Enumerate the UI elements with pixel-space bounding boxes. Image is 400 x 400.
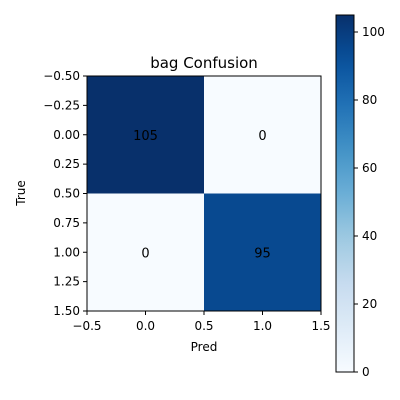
colorbar: 0 20 40 60 80 100 — [335, 14, 385, 379]
x-tick-label: 0.0 — [136, 319, 155, 333]
y-tick-label: 1.00 — [53, 245, 80, 259]
x-axis-label: Pred — [191, 340, 218, 354]
heatmap-cell-1-0 — [87, 193, 204, 311]
colorbar-tick-label: 0 — [362, 365, 370, 379]
y-tick-label: 0.75 — [53, 216, 80, 230]
cell-value-label-0-1: 0 — [258, 129, 266, 144]
y-tick-label: 1.25 — [53, 275, 80, 289]
heatmap-cells: 105 0 0 95 — [87, 76, 321, 311]
y-tick-label: 0.50 — [53, 187, 80, 201]
cell-value-label-1-1: 95 — [254, 246, 271, 261]
heatmap-axes: −0.5 0.0 0.5 1.0 1.5 −0.50 −0.25 0.00 0.25 0.50 0.… — [43, 69, 330, 333]
heatmap-cell-1-1 — [204, 193, 321, 311]
y-tick-label: 0.00 — [53, 128, 80, 142]
cell-value-label-0-0: 105 — [133, 129, 158, 144]
chart-title: bag Confusion — [150, 54, 258, 72]
colorbar-tick-label: 20 — [362, 297, 377, 311]
colorbar-tick-label: 60 — [362, 161, 377, 175]
heatmap-cell-0-0 — [87, 76, 204, 194]
x-tick-label: 0.5 — [194, 319, 213, 333]
x-tick-label: 1.0 — [253, 319, 272, 333]
x-tick-label: −0.5 — [72, 319, 101, 333]
cell-value-label-1-0: 0 — [141, 246, 149, 261]
y-tick-label: 1.50 — [53, 304, 80, 318]
colorbar-gradient — [335, 14, 355, 373]
y-tick-label: −0.50 — [43, 69, 80, 83]
heatmap-cell-0-1 — [204, 76, 321, 194]
y-tick-label: 0.25 — [53, 157, 80, 171]
y-tick-label: −0.25 — [43, 98, 80, 112]
colorbar-tick-label: 100 — [362, 25, 385, 39]
colorbar-tick-label: 40 — [362, 229, 377, 243]
colorbar-tick-label: 80 — [362, 93, 377, 107]
y-axis-label: True — [14, 180, 28, 207]
x-tick-label: 1.5 — [311, 319, 330, 333]
